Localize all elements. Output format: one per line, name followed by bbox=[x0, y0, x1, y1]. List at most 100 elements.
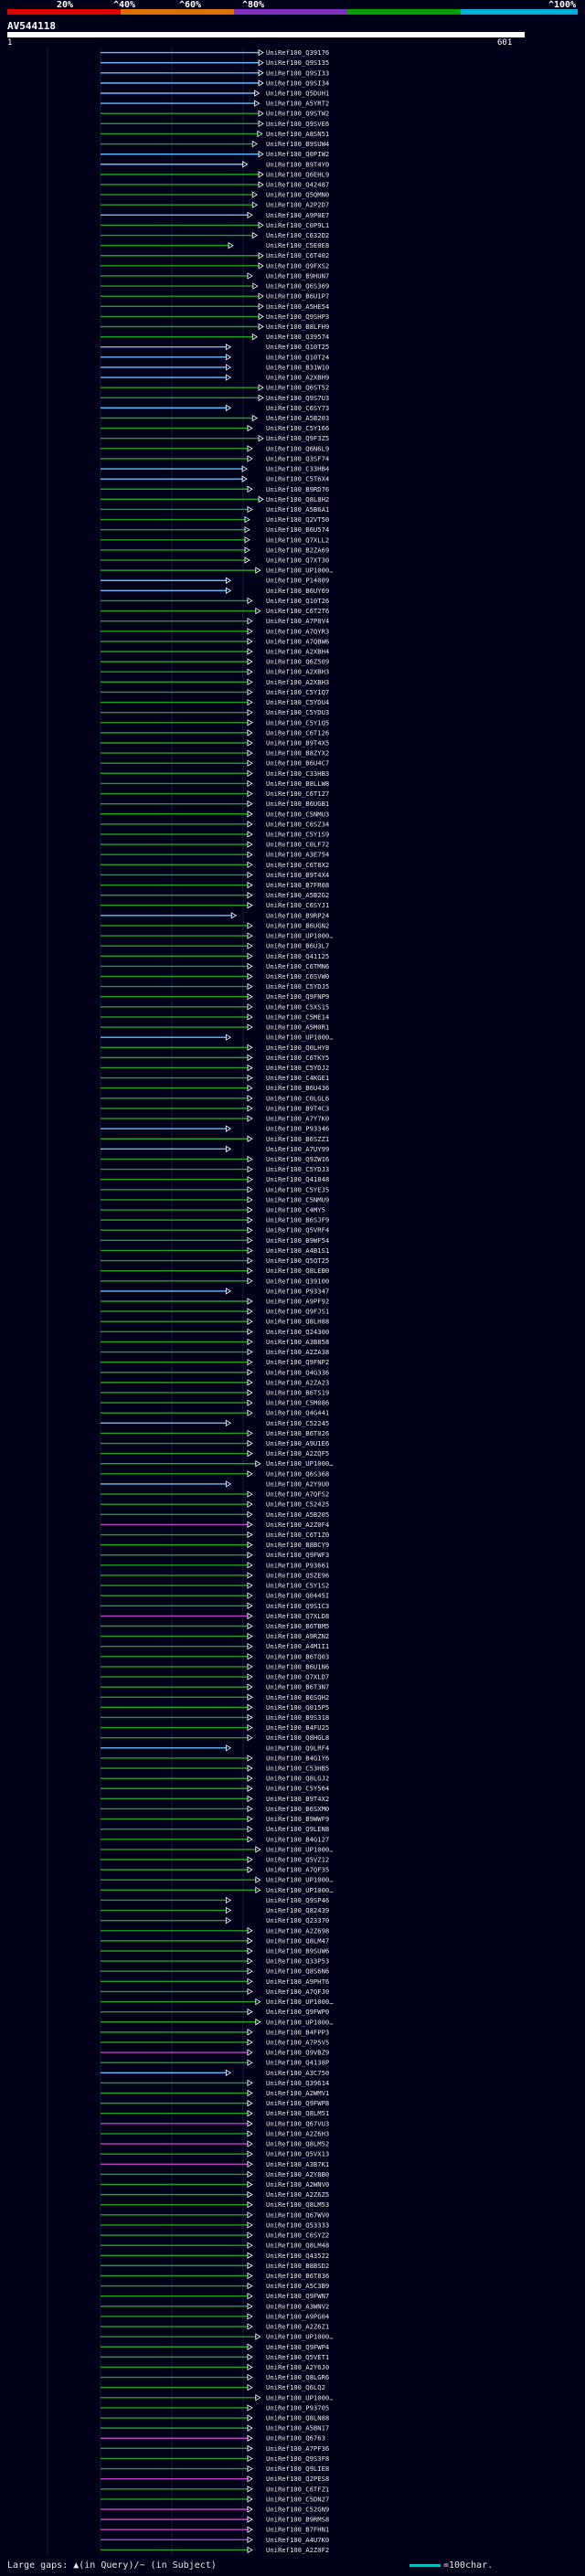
hit-row[interactable]: UniRef100_A7QYR3 bbox=[101, 627, 329, 635]
hit-id-label[interactable]: UniRef100_UP1000… bbox=[266, 1459, 334, 1468]
hit-id-label[interactable]: UniRef100_B6T3N7 bbox=[266, 1683, 329, 1691]
hit-row[interactable]: UniRef100_Q9SI34 bbox=[101, 79, 329, 87]
hit-row[interactable]: UniRef100_A7Y7K0 bbox=[101, 1115, 329, 1123]
hit-row[interactable]: UniRef100_B6U1P7 bbox=[101, 292, 329, 301]
hit-id-label[interactable]: UniRef100_Q41125 bbox=[266, 952, 329, 960]
hit-row[interactable]: UniRef100_B4FPP3 bbox=[101, 2028, 329, 2036]
hit-id-label[interactable]: UniRef100_B6TQ03 bbox=[266, 1652, 329, 1660]
hit-id-label[interactable]: UniRef100_Q9LIE8 bbox=[266, 2465, 329, 2473]
hit-row[interactable]: UniRef100_Q0PIW2 bbox=[101, 150, 329, 158]
hit-row[interactable]: UniRef100_Q9SVE6 bbox=[101, 120, 329, 128]
hit-id-label[interactable]: UniRef100_Q23370 bbox=[266, 1916, 329, 1924]
hit-row[interactable]: UniRef100_C5YEJ5 bbox=[101, 1185, 329, 1193]
hit-id-label[interactable]: UniRef100_Q9SHP3 bbox=[266, 313, 329, 321]
hit-id-label[interactable]: UniRef100_C5YDU3 bbox=[266, 708, 329, 716]
hit-row[interactable]: UniRef100_B9WF54 bbox=[101, 1236, 329, 1245]
hit-id-label[interactable]: UniRef100_B4FU25 bbox=[266, 1723, 329, 1732]
hit-row[interactable]: UniRef100_Q9F3Z5 bbox=[101, 434, 329, 442]
hit-row[interactable]: UniRef100_C5Y564 bbox=[101, 1785, 329, 1793]
hit-id-label[interactable]: UniRef100_UP1000… bbox=[266, 1886, 334, 1894]
hit-row[interactable]: UniRef100_P93661 bbox=[101, 1561, 329, 1569]
hit-id-label[interactable]: UniRef100_Q9S135 bbox=[266, 58, 329, 67]
hit-row[interactable]: UniRef100_Q43522 bbox=[101, 2252, 329, 2260]
hit-id-label[interactable]: UniRef100_C52GN9 bbox=[266, 2506, 329, 2514]
hit-row[interactable]: UniRef100_Q9LIE8 bbox=[101, 2465, 329, 2473]
hit-row[interactable]: UniRef100_C5YDJ3 bbox=[101, 1165, 329, 1173]
hit-id-label[interactable]: UniRef100_B8LLW8 bbox=[266, 779, 329, 788]
hit-id-label[interactable]: UniRef100_Q9FWP4 bbox=[266, 2343, 329, 2351]
hit-id-label[interactable]: UniRef100_A2Z698 bbox=[266, 1926, 329, 1935]
hit-id-label[interactable]: UniRef100_B6U3L7 bbox=[266, 942, 329, 950]
hit-id-label[interactable]: UniRef100_C6T8X2 bbox=[266, 861, 329, 869]
hit-row[interactable]: UniRef100_B6TQ03 bbox=[101, 1652, 329, 1660]
hit-id-label[interactable]: UniRef100_A9U1E6 bbox=[266, 1439, 329, 1447]
hit-id-label[interactable]: UniRef100_C5YDU4 bbox=[266, 698, 329, 706]
hit-row[interactable]: UniRef100_B7FR08 bbox=[101, 881, 329, 889]
hit-id-label[interactable]: UniRef100_C5YDJ2 bbox=[266, 1064, 329, 1072]
hit-id-label[interactable]: UniRef100_A7QBW6 bbox=[266, 637, 329, 645]
hit-id-label[interactable]: UniRef100_A2ZA23 bbox=[266, 1378, 329, 1386]
hit-row[interactable]: UniRef100_Q9SHP3 bbox=[101, 313, 329, 321]
hit-row[interactable]: UniRef100_C53HB5 bbox=[101, 1765, 329, 1773]
hit-id-label[interactable]: UniRef100_A3C750 bbox=[266, 2069, 329, 2077]
hit-id-label[interactable]: UniRef100_B6UGB1 bbox=[266, 800, 329, 808]
hit-id-label[interactable]: UniRef100_A2XBH3 bbox=[266, 668, 329, 676]
hit-row[interactable]: UniRef100_Q8LGJ2 bbox=[101, 1775, 329, 1783]
hit-id-label[interactable]: UniRef100_Q0LHY8 bbox=[266, 1044, 329, 1052]
hit-row[interactable]: UniRef100_Q8S6N6 bbox=[101, 1967, 329, 1976]
hit-row[interactable]: UniRef100_Q6N6L9 bbox=[101, 444, 329, 452]
hit-row[interactable]: UniRef100_B6TS19 bbox=[101, 1388, 329, 1396]
hit-id-label[interactable]: UniRef100_C6SYJ1 bbox=[266, 901, 329, 909]
hit-row[interactable]: UniRef100_A9PHT6 bbox=[101, 1977, 329, 1986]
hit-id-label[interactable]: UniRef100_B7FR08 bbox=[266, 881, 329, 889]
hit-id-label[interactable]: UniRef100_A7QFJ0 bbox=[266, 1988, 329, 1996]
hit-id-label[interactable]: UniRef100_B6U4C7 bbox=[266, 759, 329, 768]
hit-id-label[interactable]: UniRef100_C5XS15 bbox=[266, 1002, 329, 1011]
hit-row[interactable]: UniRef100_Q8LM53 bbox=[101, 2200, 329, 2209]
hit-id-label[interactable]: UniRef100_Q8S6N6 bbox=[266, 1967, 329, 1976]
hit-id-label[interactable]: UniRef100_Q9FNP2 bbox=[266, 1358, 329, 1366]
hit-row[interactable]: UniRef100_A7QFJ0 bbox=[101, 1988, 329, 1996]
hit-id-label[interactable]: UniRef100_B9T4X2 bbox=[266, 1795, 329, 1803]
hit-row[interactable]: UniRef100_B6SJF9 bbox=[101, 1216, 329, 1224]
hit-id-label[interactable]: UniRef100_A5C3B9 bbox=[266, 2282, 329, 2290]
hit-row[interactable]: UniRef100_A2Y6J0 bbox=[101, 2363, 329, 2371]
hit-row[interactable]: UniRef100_Q9S3F8 bbox=[101, 2454, 329, 2463]
hit-row[interactable]: UniRef100_Q9SI33 bbox=[101, 69, 329, 77]
hit-id-label[interactable]: UniRef100_B6U1N6 bbox=[266, 1662, 329, 1670]
hit-id-label[interactable]: UniRef100_Q4G336 bbox=[266, 1368, 329, 1376]
hit-row[interactable]: UniRef100_C5E0E8 bbox=[101, 241, 329, 249]
hit-row[interactable]: UniRef100_Q8LH88 bbox=[101, 1318, 329, 1326]
hit-id-label[interactable]: UniRef100_B6UGN2 bbox=[266, 921, 329, 929]
hit-id-label[interactable]: UniRef100_C33HB3 bbox=[266, 769, 329, 778]
hit-id-label[interactable]: UniRef100_A2Z0F4 bbox=[266, 1521, 329, 1529]
hit-row[interactable]: UniRef100_Q9FNP9 bbox=[101, 992, 329, 1001]
hit-id-label[interactable]: UniRef100_Q7XLL2 bbox=[266, 535, 329, 544]
hit-row[interactable]: UniRef100_UP1000… bbox=[101, 1886, 334, 1894]
hit-id-label[interactable]: UniRef100_C52245 bbox=[266, 1419, 329, 1427]
hit-row[interactable]: UniRef100_Q8LGR6 bbox=[101, 2373, 329, 2381]
hit-row[interactable]: UniRef100_C5Y1Q5 bbox=[101, 718, 329, 726]
hit-id-label[interactable]: UniRef100_Q9FJS1 bbox=[266, 1308, 329, 1316]
hit-row[interactable]: UniRef100_A7QFS2 bbox=[101, 1490, 329, 1499]
hit-row[interactable]: UniRef100_A5BN17 bbox=[101, 2424, 329, 2433]
hit-row[interactable]: UniRef100_Q5VET1 bbox=[101, 2353, 329, 2361]
hit-row[interactable]: UniRef100_A2Y9U0 bbox=[101, 1479, 329, 1488]
hit-row[interactable]: UniRef100_C6SYJ1 bbox=[101, 901, 329, 909]
hit-id-label[interactable]: UniRef100_C0LGL6 bbox=[266, 1094, 329, 1102]
hit-row[interactable]: UniRef100_C6T2T6 bbox=[101, 607, 329, 615]
hit-id-label[interactable]: UniRef100_B9T4X4 bbox=[266, 871, 329, 879]
hit-row[interactable]: UniRef100_A3B7K1 bbox=[101, 2160, 329, 2168]
hit-row[interactable]: UniRef100_Q6S368 bbox=[101, 1469, 329, 1478]
hit-id-label[interactable]: UniRef100_C6SZ34 bbox=[266, 820, 329, 828]
hit-row[interactable]: UniRef100_A2ZQF5 bbox=[101, 1449, 329, 1458]
hit-id-label[interactable]: UniRef100_Q6S369 bbox=[266, 282, 329, 291]
hit-row[interactable]: UniRef100_Q9S7U3 bbox=[101, 394, 329, 402]
hit-id-label[interactable]: UniRef100_Q8LM47 bbox=[266, 1936, 329, 1945]
hit-id-label[interactable]: UniRef100_Q5VX13 bbox=[266, 2150, 329, 2158]
hit-id-label[interactable]: UniRef100_B6SJF9 bbox=[266, 1216, 329, 1224]
hit-row[interactable]: UniRef100_C632D2 bbox=[101, 231, 329, 239]
hit-row[interactable]: UniRef100_UP1000… bbox=[101, 2018, 334, 2026]
hit-row[interactable]: UniRef100_A3B858 bbox=[101, 1338, 329, 1346]
hit-id-label[interactable]: UniRef100_Q9FWN7 bbox=[266, 2292, 329, 2300]
